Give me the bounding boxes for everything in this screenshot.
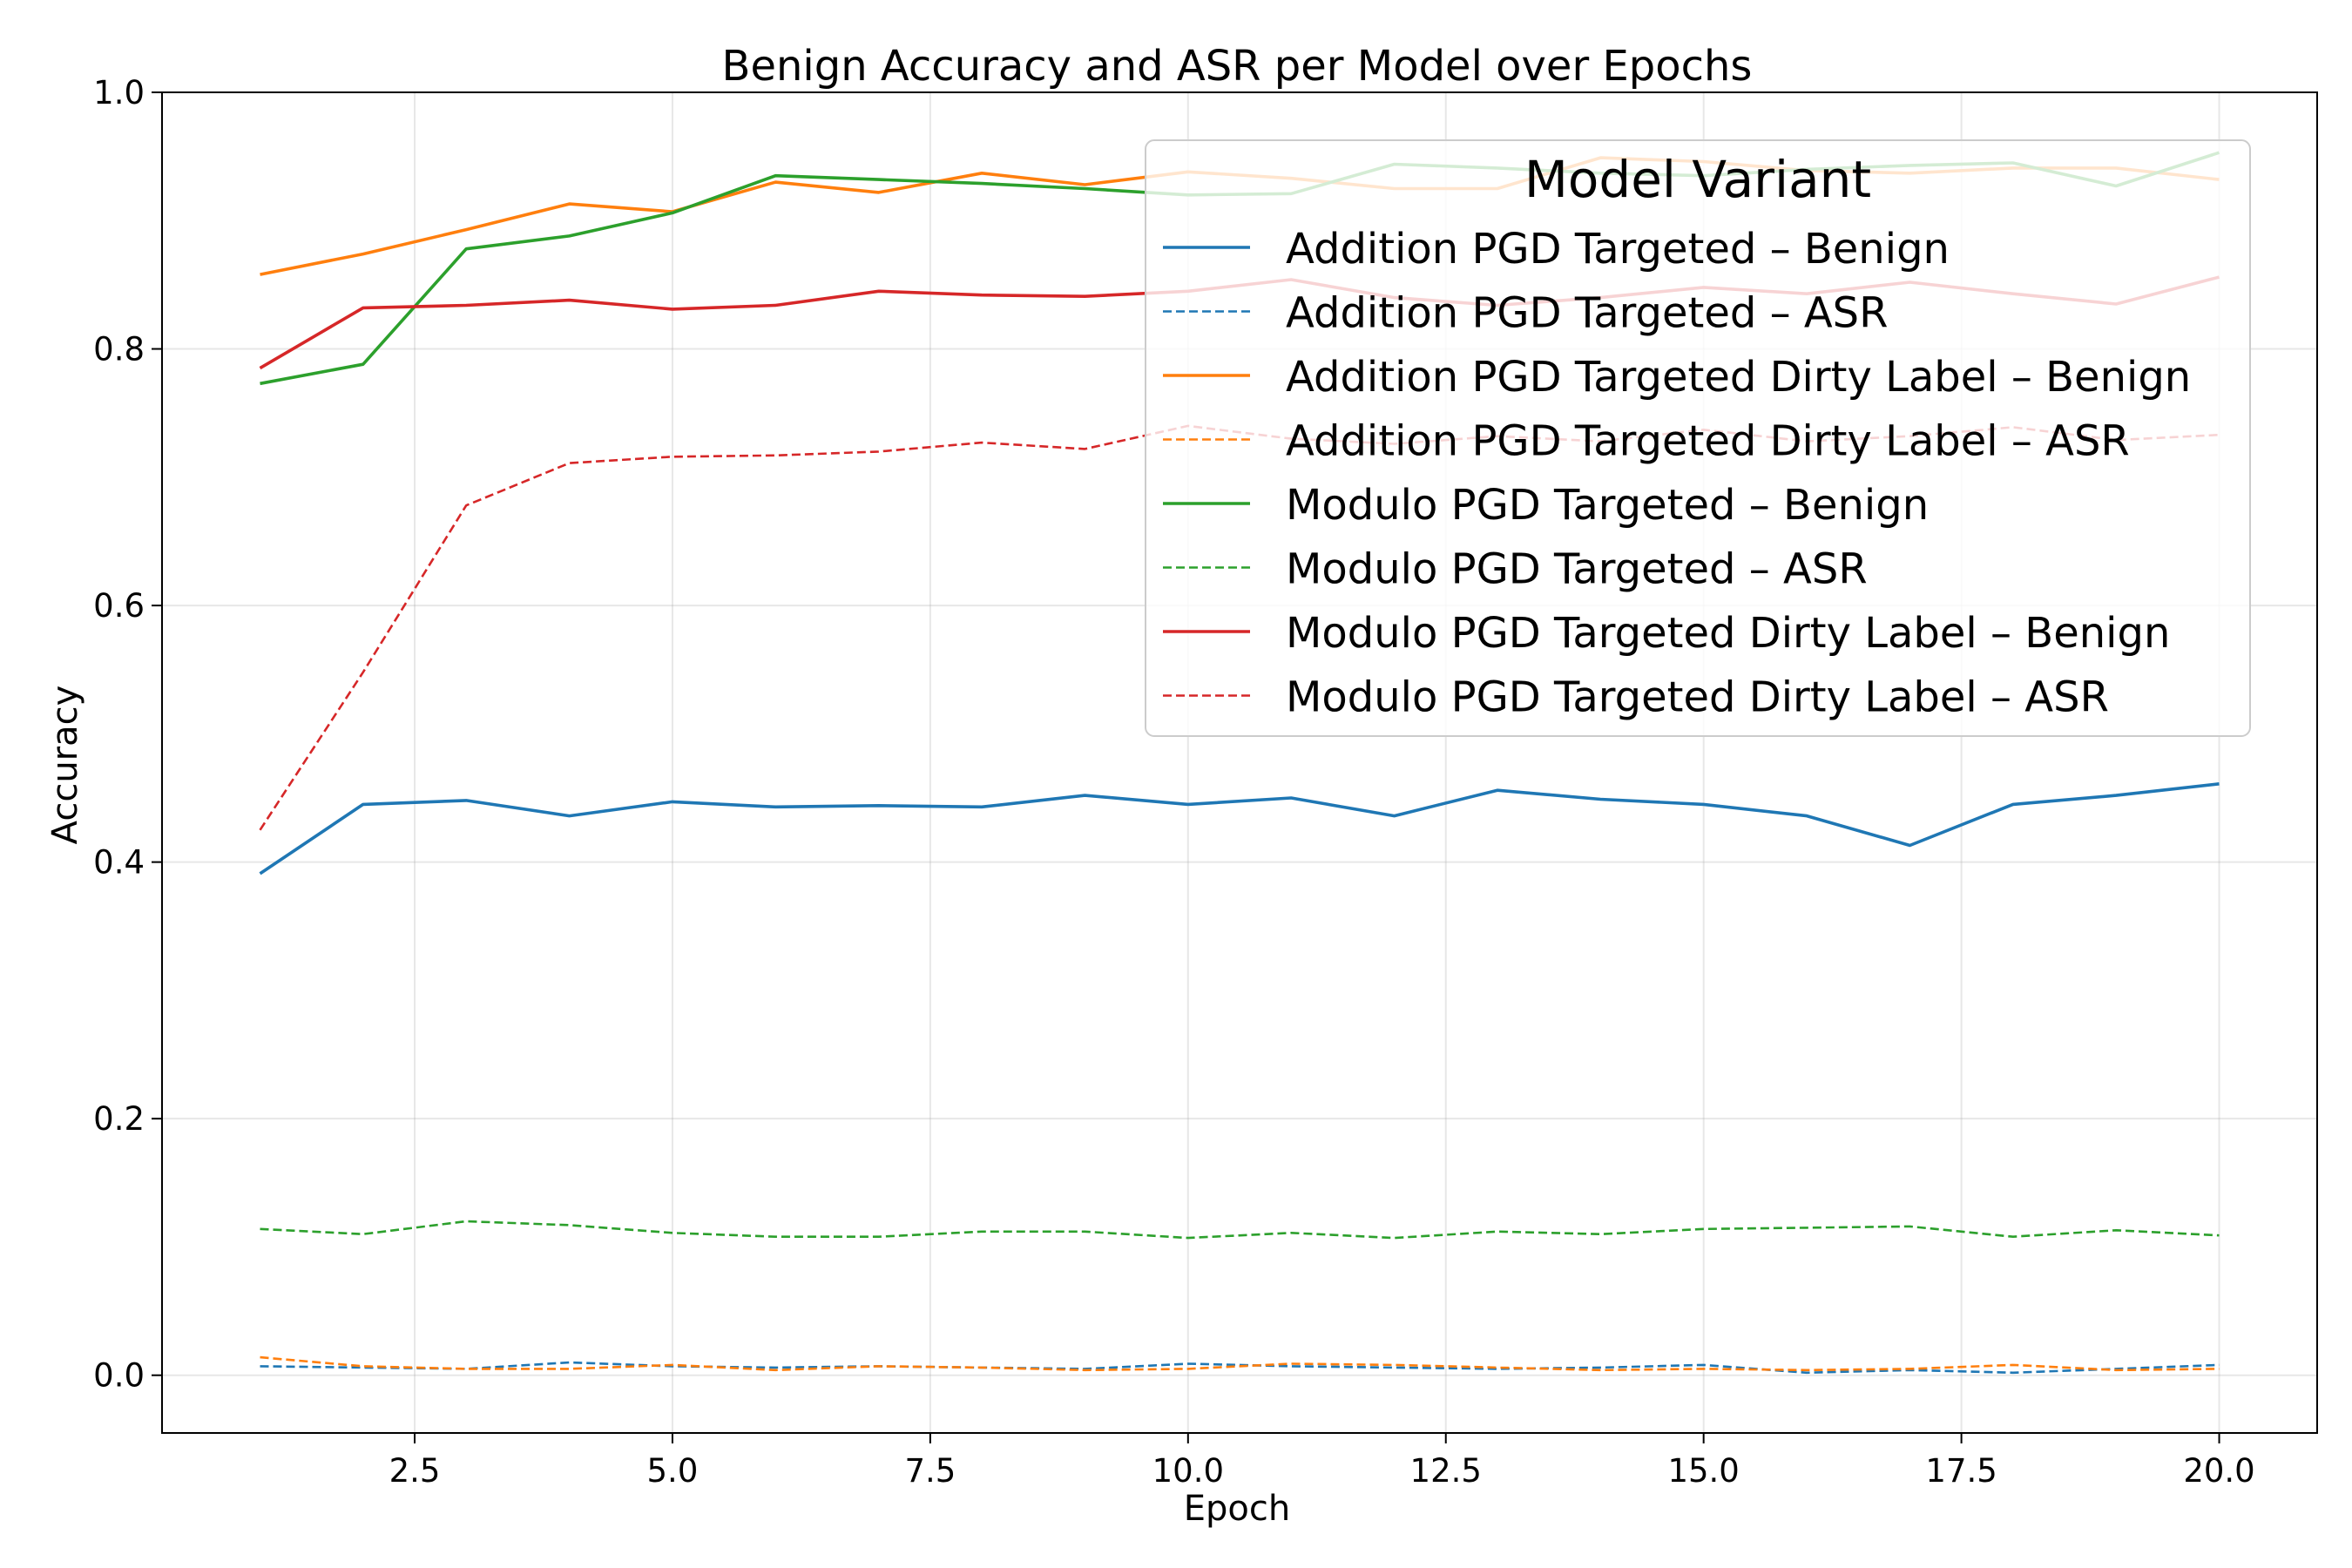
legend-label: Modulo PGD Targeted – Benign: [1286, 481, 1929, 530]
series-line: [260, 1355, 2220, 1372]
legend-entry: Modulo PGD Targeted Dirty Label – Benign: [1163, 609, 2170, 658]
x-tick-label: 12.5: [1410, 1452, 1482, 1490]
chart-title: Benign Accuracy and ASR per Model over E…: [722, 42, 1753, 91]
legend-entry: Addition PGD Targeted – Benign: [1163, 225, 1950, 274]
legend-entry: Addition PGD Targeted – ASR: [1163, 289, 1889, 338]
y-axis: 0.0 0.2 0.4 0.6 0.8 1.0: [93, 74, 162, 1395]
legend-label: Modulo PGD Targeted – ASR: [1286, 545, 1868, 594]
y-tick-label: 0.4: [93, 844, 145, 882]
x-tick-label: 10.0: [1152, 1452, 1224, 1490]
y-tick-label: 1.0: [93, 74, 145, 112]
legend: Model Variant Addition PGD Targeted – Be…: [1145, 139, 2251, 737]
y-tick-label: 0.2: [93, 1100, 145, 1138]
x-tick-label: 7.5: [904, 1452, 956, 1490]
x-tick-label: 17.5: [1925, 1452, 1997, 1490]
legend-entry: Addition PGD Targeted Dirty Label – ASR: [1163, 417, 2130, 466]
y-axis-label: Accuracy: [45, 686, 85, 845]
series-line: [259, 782, 2220, 875]
x-tick-label: 5.0: [647, 1452, 699, 1490]
series-line: [260, 1220, 2220, 1240]
legend-entry: Modulo PGD Targeted – ASR: [1163, 545, 1868, 594]
x-tick-label: 2.5: [389, 1452, 441, 1490]
x-axis-label: Epoch: [1184, 1489, 1290, 1529]
plot-frame: [161, 91, 2318, 1434]
legend-label: Addition PGD Targeted – Benign: [1286, 225, 1950, 274]
y-tick-label: 0.0: [93, 1357, 145, 1395]
legend-entry: Modulo PGD Targeted – Benign: [1163, 481, 1929, 530]
series-line: [260, 1361, 2220, 1375]
x-tick-label: 15.0: [1667, 1452, 1739, 1490]
legend-label: Addition PGD Targeted Dirty Label – ASR: [1286, 417, 2130, 466]
x-tick-label: 20.0: [2183, 1452, 2254, 1490]
legend-label: Modulo PGD Targeted Dirty Label – ASR: [1286, 673, 2109, 722]
legend-entry: Addition PGD Targeted Dirty Label – Beni…: [1163, 353, 2191, 402]
legend-entry: Modulo PGD Targeted Dirty Label – ASR: [1163, 673, 2109, 722]
legend-label: Modulo PGD Targeted Dirty Label – Benign: [1286, 609, 2170, 658]
x-axis: 2.5 5.0 7.5 10.0 12.5 15.0 17.5 20.0: [389, 1433, 2255, 1490]
legend-entries: Addition PGD Targeted – Benign Addition P…: [1163, 225, 2191, 722]
legend-label: Addition PGD Targeted – ASR: [1286, 289, 1889, 338]
legend-box: [1145, 139, 2251, 737]
y-tick-label: 0.6: [93, 587, 145, 625]
legend-label: Addition PGD Targeted Dirty Label – Beni…: [1286, 353, 2191, 402]
y-tick-label: 0.8: [93, 331, 145, 368]
legend-title: Model Variant: [1524, 150, 1871, 209]
